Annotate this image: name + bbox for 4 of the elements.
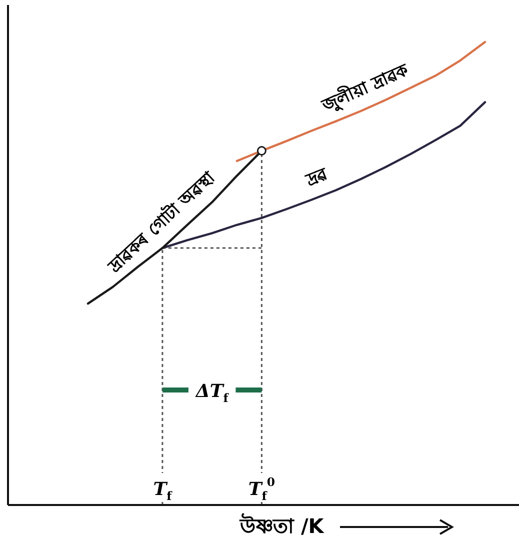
x-tick-label: T$_{f}$ bbox=[153, 479, 173, 503]
x-axis-title: উষ্ণতা /K bbox=[239, 513, 326, 538]
text: দ্ৰৱ bbox=[302, 164, 332, 191]
annotation: ΔT$_{f}$ bbox=[194, 381, 230, 405]
